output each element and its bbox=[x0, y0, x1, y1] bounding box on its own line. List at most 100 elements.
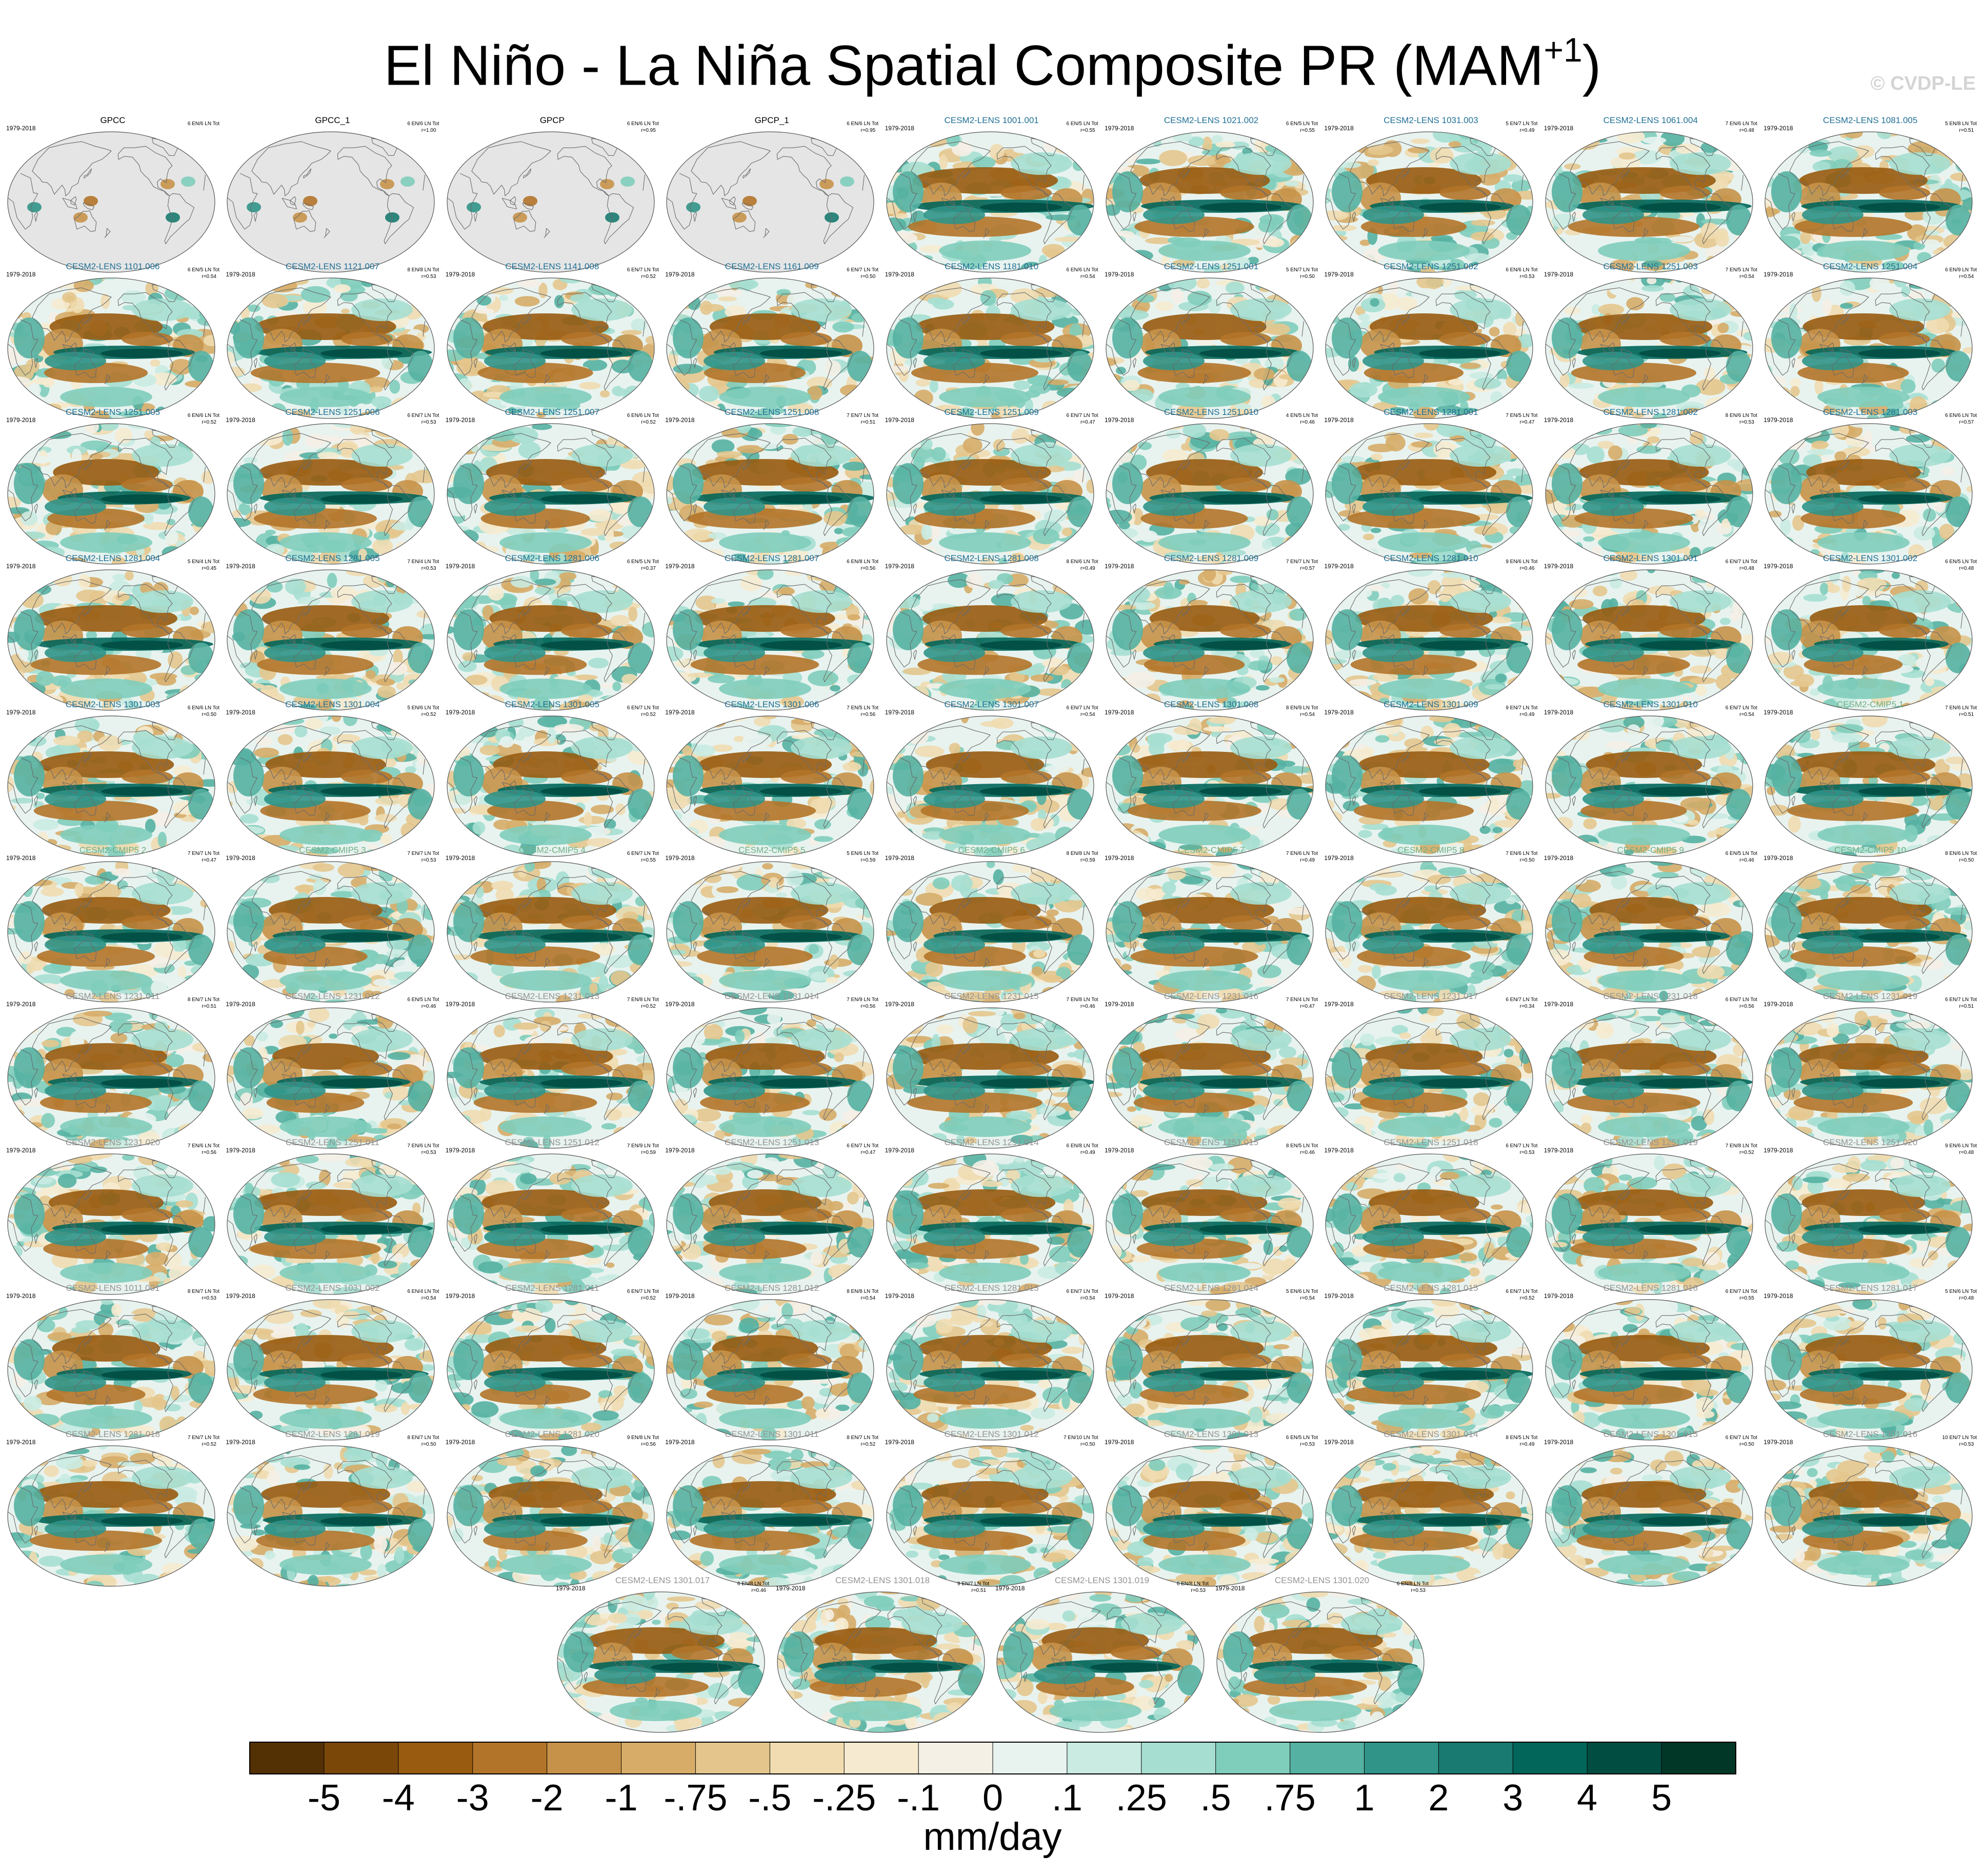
panel-pattern-correlation: r=0.54 bbox=[1739, 712, 1754, 717]
panel-pattern-correlation: r=0.53 bbox=[421, 420, 436, 425]
panel-title: CESM2-LENS 1281.001 bbox=[1384, 407, 1478, 417]
map-panel: CESM2-LENS 1061.004 1979-2018 7 EN/6 LN To… bbox=[1544, 115, 1757, 277]
credit-watermark: © CVDP-LE bbox=[1870, 73, 1976, 94]
panel-pattern-correlation: r=0.53 bbox=[1411, 1588, 1426, 1593]
map-panel: CESM2-LENS 1231.018 1979-2018 6 EN/7 LN To… bbox=[1544, 991, 1757, 1153]
map-panel: CESM2-LENS 1281.006 1979-2018 6 EN/5 LN To… bbox=[446, 553, 659, 715]
panel-event-counts: 6 EN/7 LN Tot bbox=[1506, 1143, 1538, 1149]
panel-period: 1979-2018 bbox=[1324, 1292, 1354, 1300]
panel-title: CESM2-CMIP5 8 bbox=[1397, 845, 1465, 855]
panel-title: CESM2-LENS 1251.019 bbox=[1603, 1137, 1698, 1147]
colorbar-tick-label: 1 bbox=[1354, 1778, 1375, 1819]
map-panel: CESM2-LENS 1301.012 1979-2018 7 EN/10 LN T… bbox=[885, 1429, 1098, 1591]
map-panel: CESM2-LENS 1251.011 1979-2018 7 EN/6 LN To… bbox=[226, 1137, 439, 1300]
map-panel: CESM2-CMIP5 2 1979-2018 7 EN/7 LN Tot r=0.4… bbox=[6, 845, 219, 1007]
colorbar-tick-label: -2 bbox=[530, 1778, 564, 1819]
panel-title: CESM2-LENS 1231.011 bbox=[66, 991, 160, 1001]
page-title: El Niño - La Niña Spatial Composite PR (… bbox=[0, 15, 1985, 105]
map-panel: CESM2-CMIP5 9 1979-2018 6 EN/5 LN Tot r=0.4… bbox=[1544, 845, 1757, 1007]
panel-map bbox=[777, 1591, 985, 1733]
panel-event-counts: 6 EN/7 LN Tot bbox=[1725, 1435, 1757, 1441]
panel-event-counts: 7 EN/5 LN Tot bbox=[847, 705, 879, 711]
panel-map bbox=[227, 277, 435, 419]
map-panel: CESM2-LENS 1251.013 1979-2018 6 EN/7 LN To… bbox=[665, 1137, 878, 1300]
panel-period: 1979-2018 bbox=[226, 1001, 255, 1008]
panel-event-counts: 7 EN/8 LN Tot bbox=[627, 997, 659, 1003]
panel-pattern-correlation: r=0.52 bbox=[641, 1295, 656, 1301]
colorbar-swatch bbox=[1215, 1742, 1291, 1774]
panel-period: 1979-2018 bbox=[1763, 854, 1793, 862]
panel-map bbox=[1765, 1445, 1973, 1587]
panel-map bbox=[1765, 861, 1973, 1003]
panel-map bbox=[7, 1007, 215, 1149]
panel-event-counts: 5 EN/8 LN Tot bbox=[1945, 121, 1977, 127]
panel-period: 1979-2018 bbox=[1543, 709, 1574, 716]
panel-map bbox=[447, 1007, 655, 1149]
panel-event-counts: 8 EN/7 LN Tot bbox=[847, 1435, 879, 1441]
panel-pattern-correlation: r=0.47 bbox=[860, 1150, 876, 1155]
panel-event-counts: 5 EN/6 LN Tot bbox=[1286, 1289, 1318, 1294]
panel-period: 1979-2018 bbox=[226, 271, 255, 278]
panel-event-counts: 6 EN/6 LN Tot bbox=[1506, 267, 1538, 273]
panel-event-counts: 6 EN/7 LN Tot bbox=[1506, 997, 1538, 1003]
map-panel: CESM2-CMIP5 6 1979-2018 8 EN/8 LN Tot r=0.5… bbox=[885, 845, 1098, 1007]
panel-map bbox=[7, 131, 215, 273]
map-panel: CESM2-LENS 1251.001 1979-2018 5 EN/7 LN To… bbox=[1105, 262, 1318, 424]
panel-event-counts: 8 EN/6 LN Tot bbox=[1725, 413, 1757, 418]
panel-pattern-correlation: r=0.59 bbox=[860, 857, 876, 863]
panel-event-counts: 6 EN/6 LN Tot bbox=[187, 413, 219, 418]
panel-event-counts: 8 EN/7 LN Tot bbox=[187, 997, 219, 1003]
map-panel: CESM2-LENS 1281.005 1979-2018 7 EN/4 LN To… bbox=[226, 553, 439, 715]
map-panel: CESM2-LENS 1301.007 1979-2018 6 EN/7 LN To… bbox=[885, 700, 1098, 862]
panel-event-counts: 6 EN/6 LN Tot bbox=[627, 121, 659, 127]
panel-pattern-correlation: r=0.57 bbox=[1300, 566, 1315, 571]
colorbar bbox=[249, 1742, 1737, 1774]
panel-period: 1979-2018 bbox=[885, 854, 914, 862]
panel-map bbox=[1545, 131, 1753, 273]
colorbar-swatch bbox=[769, 1742, 845, 1774]
map-panel: CESM2-LENS 1081.005 1979-2018 5 EN/8 LN To… bbox=[1763, 115, 1977, 277]
panel-event-counts: 6 EN/7 LN Tot bbox=[1066, 413, 1098, 418]
panel-map bbox=[1765, 569, 1973, 711]
panel-period: 1979-2018 bbox=[885, 1292, 914, 1300]
panel-period: 1979-2018 bbox=[885, 709, 914, 716]
panel-title: CESM2-CMIP5 4 bbox=[518, 845, 586, 855]
panel-event-counts: 6 EN/6 LN Tot bbox=[1066, 267, 1098, 273]
panel-event-counts: 6 EN/6 LN Tot bbox=[847, 121, 879, 127]
panel-map bbox=[1325, 1153, 1533, 1295]
map-panel: CESM2-LENS 1251.005 1979-2018 6 EN/6 LN To… bbox=[6, 407, 219, 569]
map-panel: CESM2-CMIP5 3 1979-2018 7 EN/7 LN Tot r=0.5… bbox=[226, 845, 439, 1007]
panel-map bbox=[1325, 1445, 1533, 1587]
panel-event-counts: 6 EN/5 LN Tot bbox=[1066, 121, 1098, 127]
panel-pattern-correlation: r=0.53 bbox=[421, 566, 436, 571]
panel-pattern-correlation: r=0.53 bbox=[1959, 1442, 1974, 1447]
panel-title: CESM2-CMIP5 6 bbox=[958, 845, 1025, 855]
panel-pattern-correlation: r=0.49 bbox=[1519, 128, 1535, 133]
panel-title: CESM2-LENS 1181.010 bbox=[945, 262, 1039, 271]
colorbar-units: mm/day bbox=[923, 1815, 1062, 1859]
panel-pattern-correlation: r=0.50 bbox=[1519, 857, 1535, 863]
map-panel: CESM2-LENS 1281.015 1979-2018 6 EN/7 LN To… bbox=[1324, 1283, 1537, 1445]
panel-event-counts: 6 EN/8 LN Tot bbox=[737, 1581, 769, 1587]
panel-period: 1979-2018 bbox=[1324, 125, 1354, 132]
panel-pattern-correlation: r=0.46 bbox=[1080, 1004, 1095, 1009]
colorbar-tick-label: 5 bbox=[1651, 1778, 1672, 1819]
panel-title: CESM2-LENS 1031.003 bbox=[1384, 115, 1478, 125]
panel-map bbox=[1325, 131, 1533, 273]
panel-event-counts: 8 EN/8 LN Tot bbox=[407, 267, 439, 273]
panel-title: CESM2-LENS 1141.008 bbox=[505, 262, 599, 271]
panel-map bbox=[666, 1007, 874, 1149]
panel-pattern-correlation: r=0.50 bbox=[421, 1442, 436, 1447]
panel-map bbox=[886, 277, 1094, 419]
panel-event-counts: 6 EN/7 LN Tot bbox=[847, 267, 879, 273]
map-panel: CESM2-LENS 1281.016 1979-2018 6 EN/7 LN To… bbox=[1544, 1283, 1757, 1445]
panel-title: CESM2-LENS 1251.005 bbox=[65, 407, 161, 417]
panel-pattern-correlation: r=0.57 bbox=[1959, 420, 1974, 425]
panel-map bbox=[1325, 423, 1533, 565]
panel-period: 1979-2018 bbox=[6, 1001, 36, 1008]
panel-event-counts: 7 EN/6 LN Tot bbox=[1506, 851, 1538, 856]
panel-period: 1979-2018 bbox=[1324, 416, 1354, 424]
panel-pattern-correlation: r=0.46 bbox=[1519, 566, 1535, 571]
panel-map bbox=[1106, 277, 1314, 419]
panel-title: CESM2-LENS 1281.002 bbox=[1603, 407, 1698, 417]
